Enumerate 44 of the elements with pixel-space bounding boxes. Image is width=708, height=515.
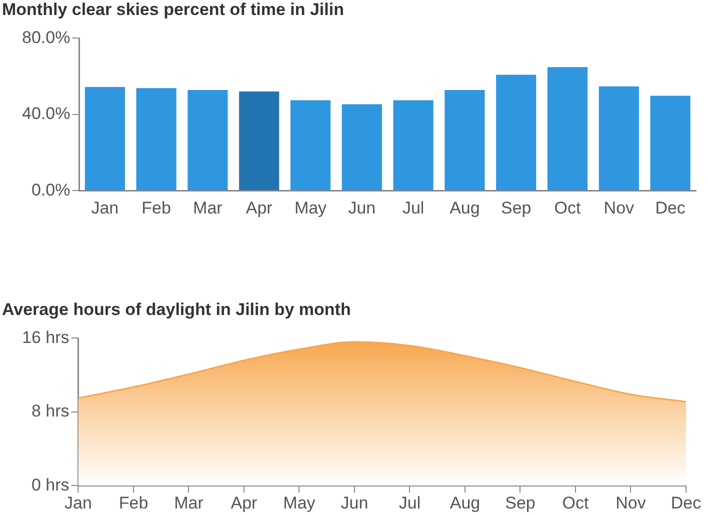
bar <box>547 67 588 190</box>
x-tick-label: Jul <box>402 198 424 218</box>
x-tick-label: Apr <box>246 198 273 218</box>
x-tick-label: Jan <box>64 493 92 512</box>
x-tick-label: Jun <box>348 198 376 218</box>
bar <box>290 100 331 190</box>
x-tick-label: Dec <box>655 198 686 218</box>
bar <box>598 86 639 190</box>
x-tick-label: Mar <box>193 198 223 218</box>
bar <box>393 100 434 190</box>
chart-title: Average hours of daylight in Jilin by month <box>2 300 351 320</box>
x-tick-label: Oct <box>562 493 589 512</box>
x-tick-label: Jul <box>398 493 421 512</box>
y-tick-label: 8 hrs <box>31 402 70 421</box>
bar <box>342 104 382 190</box>
x-tick-label: Jan <box>91 198 119 218</box>
x-tick-label: Aug <box>450 493 480 512</box>
x-tick-label: Sep <box>505 493 536 512</box>
x-tick-label: May <box>294 198 328 218</box>
bar <box>188 90 228 190</box>
bar <box>239 92 280 190</box>
x-tick-label: Dec <box>670 493 702 512</box>
bar <box>650 96 690 190</box>
x-tick-label: Feb <box>142 198 171 218</box>
bar <box>444 90 485 190</box>
y-tick-label: 80.0% <box>22 28 70 47</box>
y-tick-label: 0.0% <box>31 180 70 200</box>
y-tick-label: 0 hrs <box>31 475 70 494</box>
x-tick-label: Jun <box>340 493 368 512</box>
bar <box>496 74 536 190</box>
x-tick-label: Nov <box>604 198 635 218</box>
y-tick-label: 40.0% <box>22 104 70 124</box>
y-tick-label: 16 hrs <box>22 328 70 347</box>
x-tick-label: Sep <box>500 198 532 218</box>
x-tick-label: May <box>283 493 316 512</box>
x-tick-label: Mar <box>174 493 204 512</box>
x-tick-label: Aug <box>450 198 480 218</box>
x-tick-label: Nov <box>616 493 646 512</box>
x-tick-label: Oct <box>554 198 581 218</box>
bar <box>136 88 176 190</box>
x-tick-label: Apr <box>230 493 258 512</box>
x-tick-label: Feb <box>118 493 148 512</box>
bar <box>84 86 125 190</box>
chart-title: Monthly clear skies percent of time in Jilin <box>2 0 344 20</box>
